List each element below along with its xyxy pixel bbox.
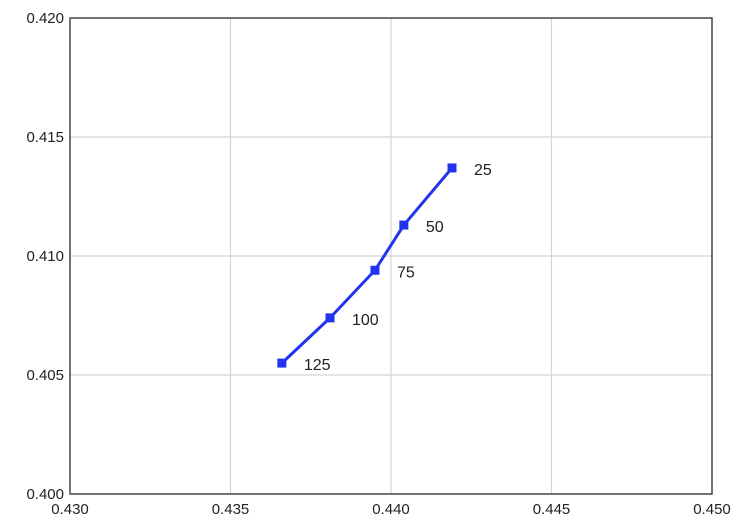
y-tick-label: 0.400 bbox=[26, 486, 64, 503]
gridlines bbox=[70, 18, 712, 494]
series bbox=[277, 163, 457, 368]
x-tick-label: 0.450 bbox=[693, 501, 731, 518]
x-tick-label: 0.435 bbox=[212, 501, 250, 518]
data-point-label: 75 bbox=[397, 264, 415, 281]
x-tick-label: 0.445 bbox=[533, 501, 571, 518]
x-tick-label: 0.440 bbox=[372, 501, 410, 518]
y-axis: 0.400 0.405 0.410 0.415 0.420 bbox=[26, 10, 64, 503]
data-point-marker bbox=[399, 220, 409, 230]
y-tick-label: 0.415 bbox=[26, 129, 64, 146]
data-point-label: 50 bbox=[426, 219, 444, 236]
data-point-marker bbox=[447, 163, 457, 173]
x-tick-label: 0.430 bbox=[51, 501, 89, 518]
data-point-marker bbox=[277, 358, 287, 368]
data-point-marker bbox=[370, 265, 380, 275]
x-axis: 0.430 0.435 0.440 0.445 0.450 bbox=[51, 501, 731, 518]
y-tick-label: 0.405 bbox=[26, 367, 64, 384]
data-point-label: 100 bbox=[352, 312, 379, 329]
data-point-label: 25 bbox=[474, 162, 492, 179]
y-tick-label: 0.420 bbox=[26, 10, 64, 27]
plot-area bbox=[69, 17, 713, 495]
data-point-label: 125 bbox=[304, 357, 331, 374]
series-line bbox=[280, 166, 454, 365]
data-point-marker bbox=[325, 313, 335, 323]
point-labels: 125 100 75 50 25 bbox=[304, 162, 492, 374]
y-tick-label: 0.410 bbox=[26, 248, 64, 265]
